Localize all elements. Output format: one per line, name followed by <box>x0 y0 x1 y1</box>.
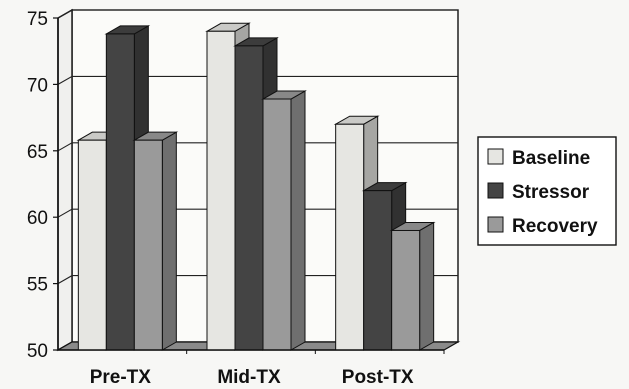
side-wall <box>57 8 73 352</box>
y-tick-label: 60 <box>27 208 48 229</box>
y-axis: 50 55 60 65 70 75 <box>27 9 59 362</box>
bar-side <box>161 131 177 351</box>
gridline <box>57 208 458 218</box>
legend-swatch <box>487 216 504 233</box>
bars <box>76 22 436 351</box>
x-axis: Pre-TX Mid-TX Post-TX <box>58 349 445 388</box>
bar-side <box>419 221 435 351</box>
y-tick-label: 55 <box>27 275 48 296</box>
bar-front <box>234 45 264 351</box>
x-category-label: Post-TX <box>342 367 414 388</box>
gridline <box>57 9 458 19</box>
bar-recovery-post-tx <box>389 221 436 351</box>
bar-recovery-mid-tx <box>261 90 307 351</box>
legend-swatch <box>487 182 504 199</box>
bar-front <box>133 139 163 351</box>
legend-label: Recovery <box>512 216 598 237</box>
y-tick-label: 65 <box>27 142 48 163</box>
y-tick-label: 50 <box>27 341 48 362</box>
gridline <box>57 75 458 85</box>
bar-front <box>206 30 236 351</box>
y-tick-label: 75 <box>27 9 48 30</box>
bar-side <box>290 90 306 351</box>
legend-swatch <box>487 148 504 165</box>
bar-front <box>262 98 292 351</box>
x-category-label: Mid-TX <box>217 367 281 388</box>
legend: Baseline Stressor Recovery <box>477 136 617 246</box>
bar-front <box>363 190 393 351</box>
bar-front <box>105 33 135 351</box>
x-category-label: Pre-TX <box>90 367 152 388</box>
legend-label: Baseline <box>512 148 590 169</box>
gridlines <box>57 9 458 285</box>
gridline <box>57 275 458 285</box>
bar-recovery-pre-tx <box>132 131 179 351</box>
bar-front <box>77 139 107 351</box>
gridline <box>57 142 458 152</box>
bar-front <box>335 123 365 351</box>
bar-front <box>391 229 421 351</box>
y-tick-label: 70 <box>27 75 48 96</box>
legend-label: Stressor <box>512 182 590 203</box>
